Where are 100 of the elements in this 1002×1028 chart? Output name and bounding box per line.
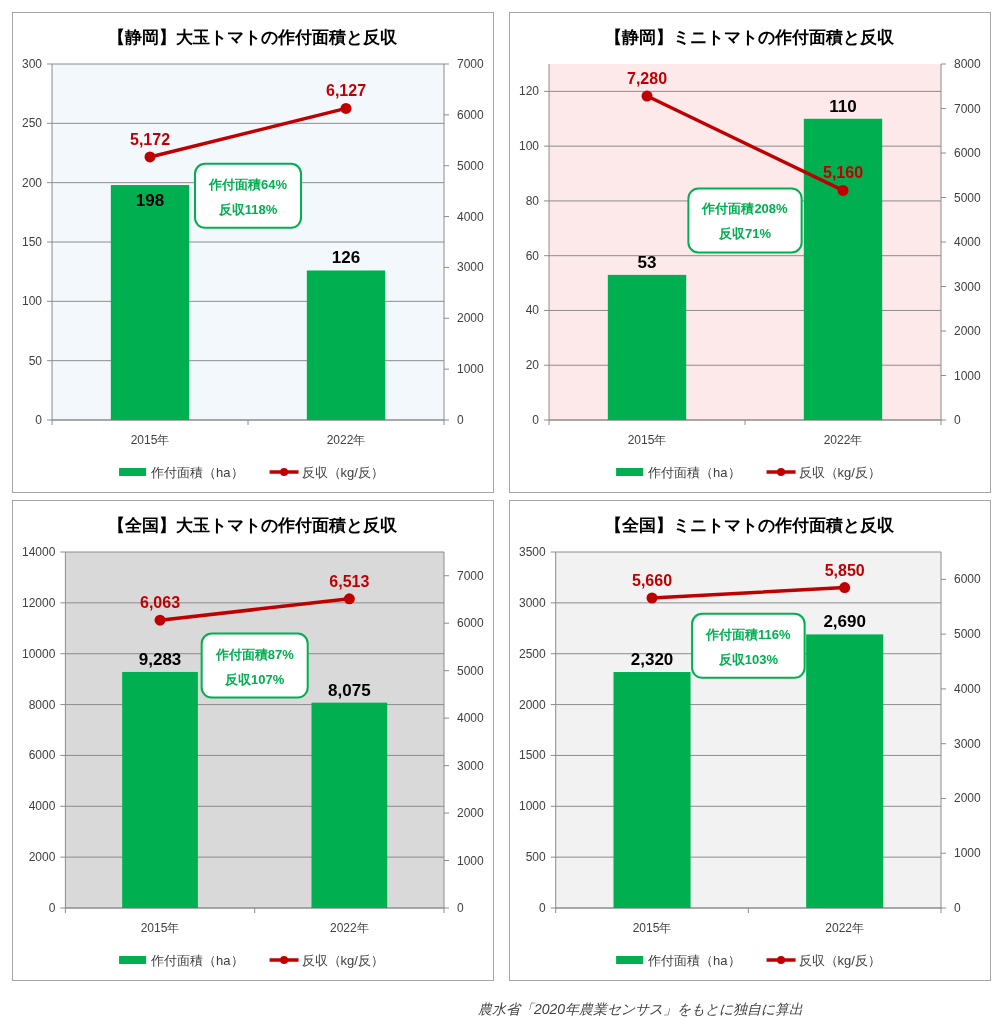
data-label: 5,160: [822, 164, 864, 182]
y-tick-label: 2000: [28, 850, 56, 865]
y2-tick-label: 7000: [457, 57, 485, 71]
y-tick-label: 500: [525, 850, 547, 865]
y-tick-label: 100: [22, 294, 43, 309]
y-tick-label: 12000: [22, 595, 56, 610]
y2-tick-label: 7000: [457, 568, 485, 583]
y2-tick-label: 0: [954, 901, 961, 915]
text: 農水省「2020年農業センサス」をもとに独自に算出: [478, 1001, 804, 1017]
legend-label: 作付面積（ha）: [647, 465, 741, 480]
y2-tick-label: 3000: [457, 260, 485, 275]
chart-title: 【静岡】大玉トマトの作付面積と反収: [108, 28, 398, 47]
y2-tick-label: 0: [457, 413, 464, 427]
annotation: 反収107%: [224, 671, 285, 687]
y-tick-label: 14000: [22, 545, 56, 559]
y-tick-label: 0: [48, 901, 56, 915]
y-tick-label: 0: [532, 413, 540, 427]
data-label: 2,690: [823, 612, 866, 632]
y2-tick-label: 0: [954, 413, 961, 427]
y-tick-label: 80: [525, 193, 540, 208]
data-label: 5,172: [130, 130, 171, 148]
y2-tick-label: 8000: [954, 57, 982, 71]
x-tick-label: 2022年: [326, 433, 366, 447]
y2-tick-label: 5000: [457, 663, 485, 678]
chart-title: 【静岡】ミニトマトの作付面積と反収: [605, 28, 895, 47]
y2-tick-label: 3000: [457, 758, 485, 773]
legend-label: 反収（kg/反）: [798, 953, 881, 968]
chart-title: 【全国】ミニトマトの作付面積と反収: [605, 516, 895, 535]
x-tick-label: 2015年: [130, 433, 170, 447]
y2-tick-label: 4000: [457, 209, 485, 224]
y2-tick-label: 1000: [954, 368, 982, 383]
y2-tick-label: 0: [457, 901, 464, 915]
y2-tick-label: 2000: [457, 311, 485, 326]
x-tick-label: 2022年: [823, 433, 863, 447]
y-tick-label: 0: [35, 413, 43, 427]
data-label: 6,513: [329, 572, 370, 590]
y-tick-label: 3500: [519, 545, 547, 559]
y2-tick-label: 2000: [457, 806, 485, 821]
y2-tick-label: 6000: [457, 616, 485, 631]
annotation: 反収103%: [717, 651, 779, 667]
y-tick-label: 250: [22, 116, 43, 131]
y2-tick-label: 2000: [954, 791, 982, 806]
y2-tick-label: 1000: [457, 853, 485, 868]
annotation: 反収71%: [718, 226, 772, 242]
annotation: 作付面積87%: [214, 646, 295, 662]
y2-tick-label: 7000: [954, 101, 982, 116]
y2-tick-label: 4000: [457, 711, 485, 726]
y2-tick-label: 6000: [457, 107, 485, 122]
y2-tick-label: 5000: [457, 158, 485, 173]
data-label: 5,850: [824, 561, 865, 579]
legend-label: 反収（kg/反）: [301, 953, 384, 968]
y2-tick-label: 3000: [954, 736, 982, 751]
y2-tick-label: 2000: [954, 324, 982, 338]
y-tick-label: 100: [519, 139, 540, 154]
y-tick-label: 4000: [28, 799, 56, 814]
data-label: 126: [331, 248, 361, 268]
y-tick-label: 20: [525, 358, 540, 373]
y2-tick-label: 6000: [954, 146, 982, 160]
data-label: 198: [135, 191, 165, 211]
data-label: 5,660: [632, 572, 673, 590]
y2-tick-label: 1000: [457, 362, 485, 377]
data-label: 53: [637, 252, 657, 272]
y-tick-label: 1000: [519, 799, 547, 814]
data-label: 6,063: [140, 594, 181, 612]
y-tick-label: 300: [22, 57, 43, 71]
x-tick-label: 2015年: [627, 433, 667, 447]
y-tick-label: 2000: [519, 697, 547, 712]
y2-tick-label: 4000: [954, 235, 982, 249]
y2-tick-label: 4000: [954, 681, 982, 696]
annotation: 作付面積116%: [705, 626, 792, 642]
legend-label: 作付面積（ha）: [150, 953, 244, 968]
y-tick-label: 3000: [519, 595, 547, 610]
y2-tick-label: 5000: [954, 627, 982, 642]
y-tick-label: 0: [539, 901, 547, 915]
data-label: 2,320: [630, 650, 674, 670]
data-label: 6,127: [325, 82, 367, 100]
legend-label: 反収（kg/反）: [798, 465, 881, 480]
chart-title: 【全国】大玉トマトの作付面積と反収: [108, 516, 398, 535]
annotation: 作付面積64%: [208, 176, 288, 192]
y-tick-label: 50: [28, 353, 43, 368]
y2-tick-label: 6000: [954, 572, 982, 587]
x-tick-label: 2022年: [329, 921, 369, 935]
data-label: 9,283: [138, 649, 182, 669]
y-tick-label: 120: [519, 84, 540, 99]
y-tick-label: 2500: [519, 646, 547, 661]
data-label: 8,075: [328, 680, 371, 700]
y2-tick-label: 5000: [954, 190, 982, 205]
annotation: 作付面積208%: [701, 201, 789, 217]
y-tick-label: 6000: [28, 748, 56, 763]
y-tick-label: 40: [525, 303, 540, 318]
data-label: 110: [829, 96, 857, 116]
y-tick-label: 200: [22, 175, 43, 190]
legend-label: 作付面積（ha）: [150, 465, 244, 480]
y2-tick-label: 3000: [954, 279, 982, 294]
legend-label: 作付面積（ha）: [647, 953, 741, 968]
y-tick-label: 150: [22, 235, 43, 249]
y-tick-label: 8000: [28, 697, 56, 712]
y-tick-label: 1500: [519, 748, 547, 763]
y-tick-label: 10000: [22, 646, 56, 661]
x-tick-label: 2022年: [825, 921, 865, 935]
